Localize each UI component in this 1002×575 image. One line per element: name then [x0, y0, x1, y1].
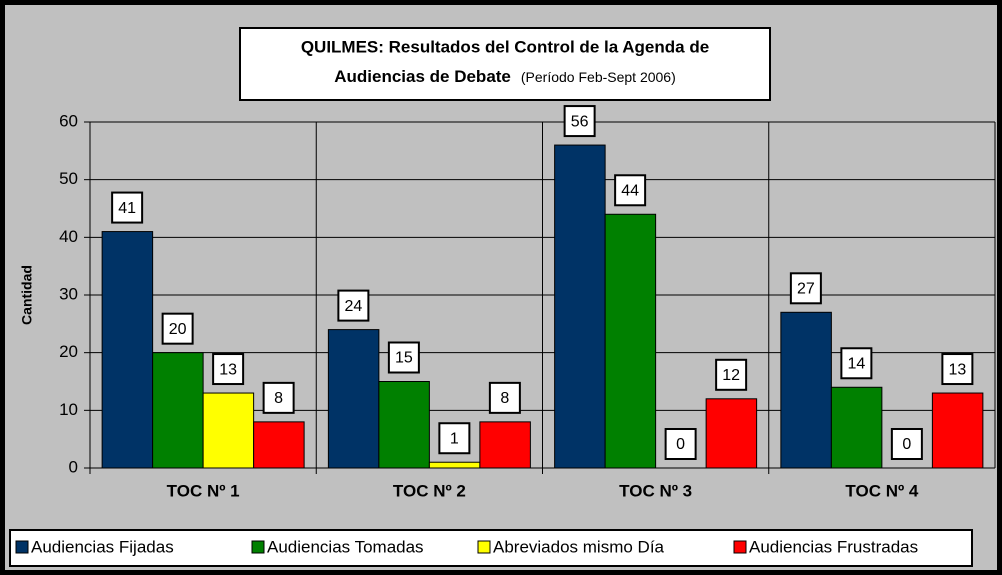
data-label-box — [563, 105, 596, 138]
title-box — [239, 27, 771, 101]
data-label-box — [890, 428, 923, 460]
data-label: 41 — [118, 200, 136, 217]
y-tick-label: 30 — [59, 284, 78, 303]
data-label: 27 — [797, 281, 815, 298]
bar — [931, 392, 984, 469]
data-label-box — [488, 381, 521, 414]
data-label-box — [111, 191, 144, 224]
data-label-box — [840, 347, 873, 380]
chart-title: Audiencias de Debate — [334, 67, 511, 86]
data-label-box — [161, 312, 194, 345]
data-label: 0 — [902, 436, 911, 453]
data-label: 24 — [344, 298, 362, 315]
data-label: 8 — [500, 390, 509, 407]
legend — [9, 529, 973, 567]
bar — [101, 231, 154, 469]
legend-label: Audiencias Frustradas — [749, 537, 918, 556]
data-label-box — [941, 353, 974, 386]
bar — [780, 311, 832, 469]
y-tick-label: 40 — [59, 227, 78, 246]
bar — [152, 352, 204, 469]
data-label: 0 — [676, 436, 685, 453]
bar — [705, 398, 758, 469]
data-label-box — [664, 428, 697, 460]
bar — [604, 213, 657, 469]
chart-subtitle: (Período Feb-Sept 2006) — [521, 69, 676, 85]
bar — [378, 381, 430, 469]
legend-swatch — [733, 540, 747, 554]
data-label-box — [212, 353, 245, 386]
data-label: 20 — [169, 321, 187, 338]
y-tick-label: 20 — [59, 342, 78, 361]
chart-title-line: Audiencias de Debate (Período Feb-Sept 20… — [334, 67, 676, 86]
x-tick-label: TOC Nº 1 — [167, 481, 240, 500]
x-tick-label: TOC Nº 3 — [619, 481, 692, 500]
data-label: 14 — [847, 355, 865, 372]
bar — [202, 392, 255, 469]
data-label-box — [337, 289, 370, 322]
data-label: 12 — [722, 367, 740, 384]
data-label: 13 — [219, 361, 237, 378]
legend-swatch — [251, 540, 265, 554]
legend-label: Audiencias Fijadas — [31, 537, 174, 556]
data-label-box — [715, 358, 748, 391]
legend-swatch — [15, 540, 29, 554]
y-tick-label: 10 — [59, 400, 78, 419]
data-label-box — [387, 341, 420, 374]
legend-label: Audiencias Tomadas — [267, 537, 424, 556]
bar — [253, 421, 305, 469]
bar — [428, 461, 481, 469]
data-label: 1 — [450, 430, 459, 447]
data-label: 44 — [621, 182, 639, 199]
data-label-box — [614, 174, 647, 207]
data-label: 15 — [395, 350, 413, 367]
x-tick-label: TOC Nº 4 — [845, 481, 919, 500]
data-label-box — [438, 422, 471, 455]
legend-swatch — [477, 540, 491, 554]
y-tick-label: 60 — [59, 111, 78, 130]
chart-title: QUILMES: Resultados del Control de la Ag… — [301, 37, 709, 56]
y-tick-label: 0 — [69, 457, 78, 476]
bar — [830, 386, 883, 469]
data-label-box — [789, 272, 822, 305]
legend-label: Abreviados mismo Día — [493, 537, 665, 556]
y-tick-label: 50 — [59, 169, 78, 188]
bar — [327, 329, 380, 469]
data-label: 8 — [274, 390, 283, 407]
bar — [479, 421, 531, 469]
y-axis-label: Cantidad — [19, 265, 35, 325]
data-label-box — [262, 381, 295, 414]
data-label: 56 — [571, 113, 589, 130]
x-tick-label: TOC Nº 2 — [393, 481, 466, 500]
bar — [554, 144, 606, 469]
data-label: 13 — [948, 361, 966, 378]
